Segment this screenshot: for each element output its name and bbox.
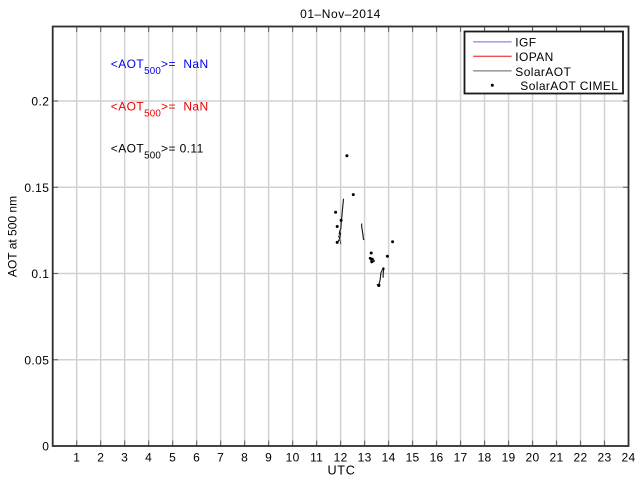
svg-text:7: 7 (217, 451, 224, 465)
svg-text:19: 19 (502, 451, 516, 465)
svg-text:UTC: UTC (328, 463, 356, 477)
svg-text:10: 10 (286, 451, 300, 465)
svg-text:9: 9 (265, 451, 272, 465)
svg-text:23: 23 (598, 451, 612, 465)
svg-text:SolarAOT: SolarAOT (515, 65, 571, 79)
svg-text:SolarAOT CIMEL: SolarAOT CIMEL (520, 79, 618, 93)
svg-text:5: 5 (169, 451, 176, 465)
svg-text:17: 17 (454, 451, 468, 465)
svg-text:24: 24 (622, 451, 636, 465)
svg-text:16: 16 (430, 451, 444, 465)
svg-text:11: 11 (310, 451, 323, 465)
svg-text:IOPAN: IOPAN (515, 50, 553, 64)
svg-text:2: 2 (97, 451, 104, 465)
svg-text:0.2: 0.2 (31, 95, 49, 109)
svg-text:14: 14 (382, 451, 396, 465)
svg-text:0.1: 0.1 (31, 267, 49, 281)
svg-text:4: 4 (145, 451, 152, 465)
svg-text:AOT at 500 nm: AOT at 500 nm (5, 196, 19, 277)
svg-text:21: 21 (550, 451, 564, 465)
svg-text:15: 15 (406, 451, 420, 465)
svg-text:13: 13 (358, 451, 372, 465)
svg-text:IGF: IGF (515, 36, 536, 50)
svg-text:20: 20 (526, 451, 540, 465)
svg-text:22: 22 (574, 451, 588, 465)
svg-text:01–Nov–2014: 01–Nov–2014 (300, 7, 381, 21)
svg-text:3: 3 (121, 451, 128, 465)
svg-text:6: 6 (193, 451, 200, 465)
svg-text:1: 1 (73, 451, 80, 465)
svg-text:0.05: 0.05 (24, 353, 49, 367)
svg-text:0: 0 (42, 440, 49, 454)
svg-text:12: 12 (334, 451, 348, 465)
svg-text:8: 8 (241, 451, 248, 465)
svg-text:18: 18 (478, 451, 492, 465)
svg-text:0.15: 0.15 (24, 181, 49, 195)
